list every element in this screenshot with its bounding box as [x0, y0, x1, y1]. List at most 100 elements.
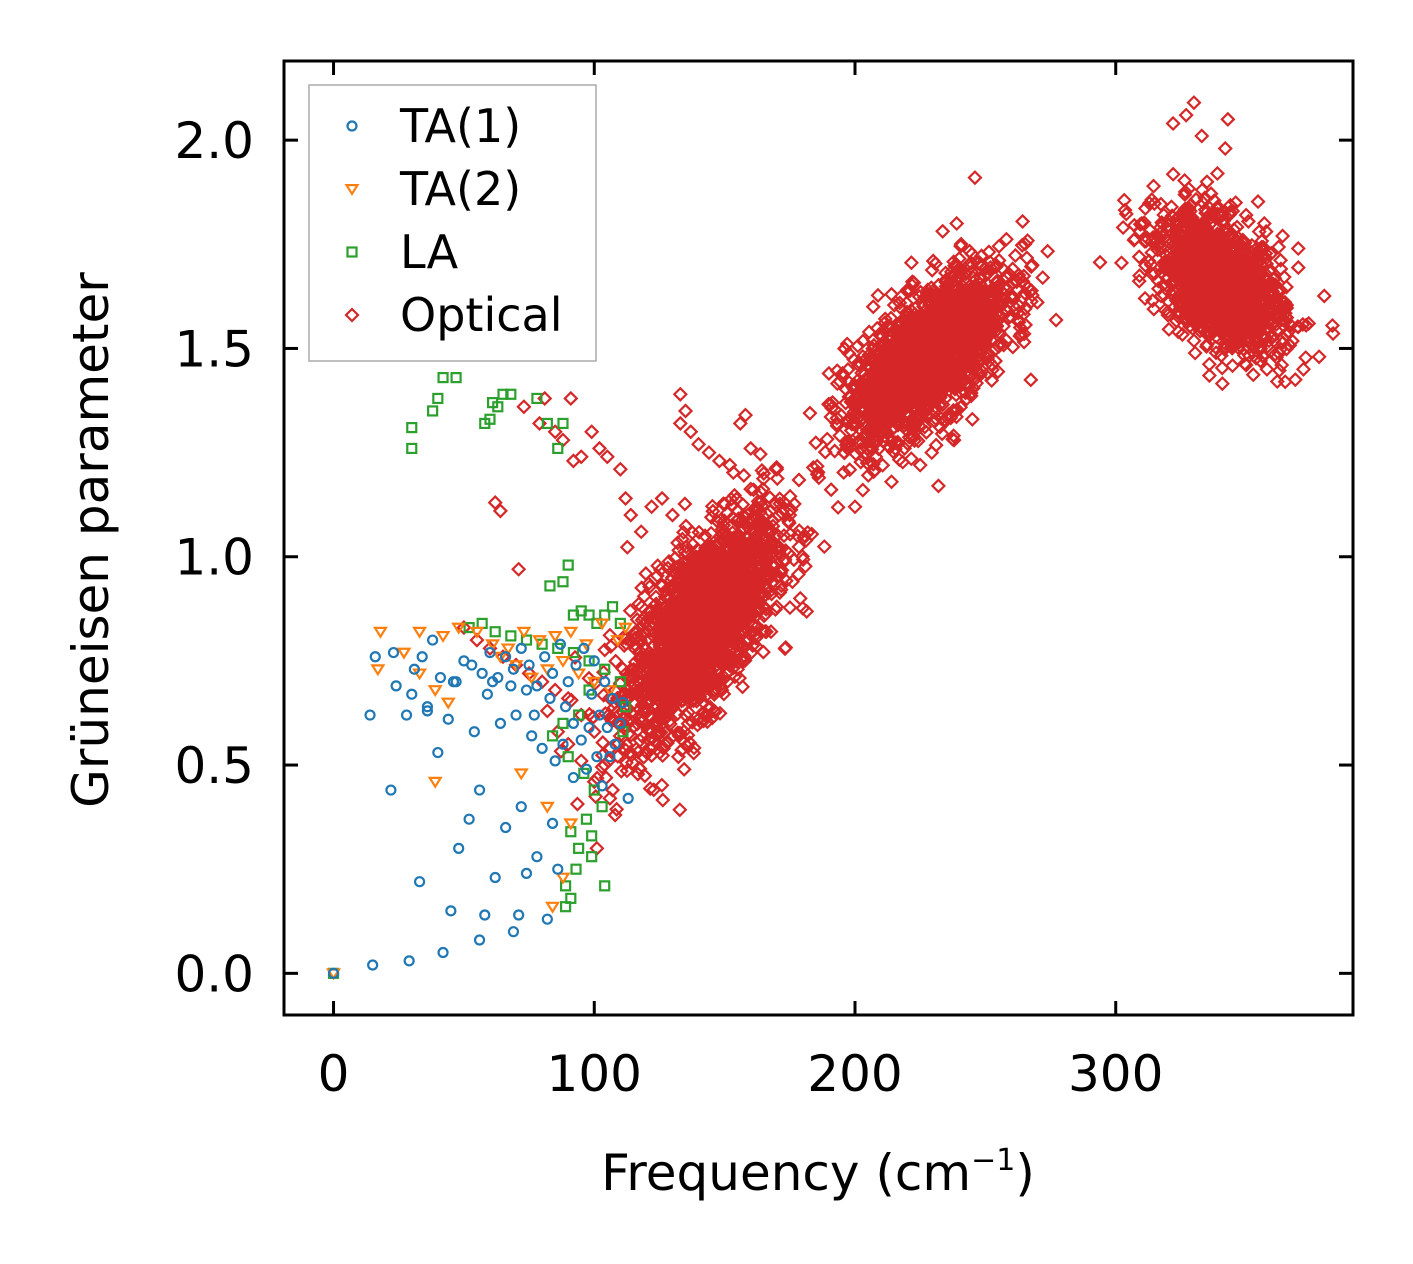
- optical-point: [695, 615, 711, 631]
- optical-point: [684, 664, 700, 680]
- optical-point: [695, 644, 711, 660]
- optical-point: [695, 654, 711, 670]
- optical-point: [581, 670, 597, 686]
- optical-point: [652, 745, 668, 761]
- optical-point: [677, 689, 693, 705]
- optical-point: [750, 572, 766, 588]
- optical-point: [638, 614, 654, 631]
- optical-point: [773, 548, 789, 564]
- optical-point: [663, 603, 679, 619]
- optical-point: [767, 495, 783, 511]
- optical-point: [769, 470, 785, 487]
- optical-point: [763, 624, 779, 640]
- optical-point: [633, 686, 649, 702]
- optical-point: [708, 608, 725, 624]
- optical-point: [686, 745, 702, 761]
- optical-point: [619, 763, 635, 779]
- optical-point: [693, 592, 709, 609]
- optical-point: [781, 515, 797, 531]
- optical-point: [696, 556, 712, 572]
- optical-point: [657, 725, 673, 741]
- optical-point: [672, 725, 688, 741]
- optical-point: [690, 571, 707, 588]
- optical-point: [735, 604, 751, 620]
- optical-point: [734, 679, 751, 695]
- optical-point: [735, 613, 751, 629]
- optical-point: [722, 575, 738, 591]
- series-optical: [456, 95, 1341, 856]
- optical-point: [791, 472, 807, 488]
- optical-point: [686, 740, 702, 756]
- optical-point: [674, 531, 690, 547]
- optical-point: [726, 629, 742, 645]
- optical-point: [644, 731, 660, 747]
- optical-point: [647, 671, 663, 687]
- optical-point: [757, 544, 773, 560]
- optical-point: [637, 655, 653, 671]
- optical-point: [655, 740, 672, 757]
- optical-point: [699, 674, 715, 690]
- optical-point: [728, 513, 744, 529]
- optical-point: [653, 658, 669, 674]
- optical-point: [629, 686, 645, 702]
- optical-point: [662, 716, 678, 732]
- optical-point: [722, 619, 738, 635]
- optical-point: [675, 685, 691, 701]
- optical-point: [671, 542, 687, 558]
- optical-point: [628, 741, 644, 757]
- optical-point: [650, 558, 666, 574]
- optical-point: [676, 656, 692, 672]
- optical-point: [935, 223, 951, 239]
- optical-point: [634, 599, 650, 615]
- optical-point: [660, 560, 676, 576]
- optical-point: [567, 649, 583, 666]
- optical-point: [703, 590, 719, 607]
- optical-point: [758, 505, 774, 522]
- optical-point: [762, 569, 778, 585]
- optical-point: [655, 747, 671, 764]
- optical-point: [632, 631, 648, 647]
- optical-point: [674, 742, 690, 758]
- optical-point: [670, 749, 686, 765]
- optical-point: [670, 635, 686, 651]
- optical-point: [642, 722, 658, 738]
- optical-point: [745, 625, 761, 641]
- optical-point: [641, 576, 657, 592]
- optical-point: [655, 701, 671, 717]
- optical-point: [726, 596, 742, 613]
- optical-point: [618, 665, 634, 682]
- optical-point: [609, 801, 625, 817]
- optical-point: [749, 618, 765, 634]
- optical-point: [639, 647, 655, 663]
- optical-point: [734, 540, 750, 556]
- optical-point: [615, 661, 631, 677]
- optical-point: [603, 638, 619, 655]
- optical-point: [763, 535, 779, 552]
- optical-point: [675, 634, 691, 650]
- optical-point: [636, 749, 652, 765]
- optical-point: [752, 446, 768, 462]
- optical-point: [654, 777, 670, 793]
- optical-point: [683, 620, 699, 636]
- optical-point: [712, 512, 729, 528]
- optical-point: [704, 498, 720, 514]
- optical-point: [608, 653, 624, 669]
- optical-point: [619, 737, 635, 753]
- optical-point: [744, 607, 761, 623]
- optical-point: [655, 792, 671, 808]
- optical-point: [763, 565, 779, 581]
- optical-point: [678, 518, 694, 534]
- optical-point: [697, 561, 713, 578]
- optical-point: [772, 584, 788, 601]
- optical-point: [619, 539, 635, 555]
- optical-point: [622, 603, 638, 619]
- optical-point: [602, 740, 619, 756]
- optical-point: [595, 735, 611, 751]
- optical-point: [709, 657, 725, 673]
- optical-point: [757, 552, 773, 568]
- optical-point: [635, 673, 651, 689]
- optical-point: [676, 627, 692, 643]
- optical-point: [672, 802, 688, 818]
- optical-point: [674, 590, 690, 606]
- optical-point: [745, 638, 761, 654]
